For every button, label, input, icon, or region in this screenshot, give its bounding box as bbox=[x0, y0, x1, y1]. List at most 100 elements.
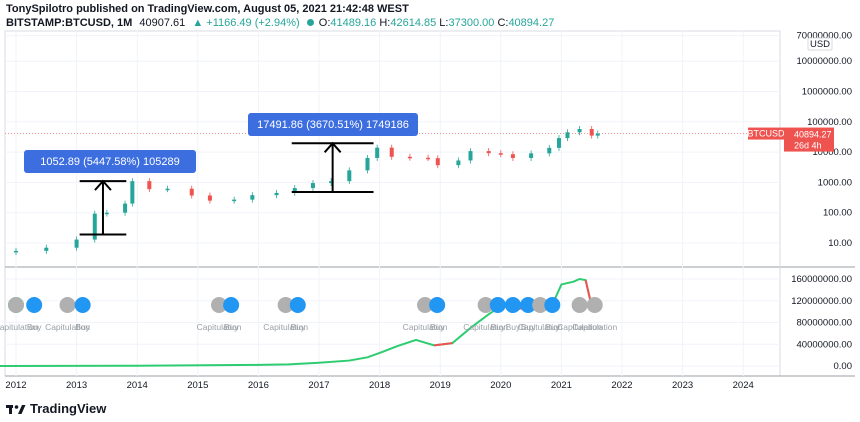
candle-body bbox=[207, 195, 212, 201]
time-tick-label: 2020 bbox=[490, 380, 511, 391]
measure-arrow-icon bbox=[94, 179, 112, 191]
buy-signal-marker bbox=[429, 297, 446, 313]
candle-body bbox=[250, 195, 255, 200]
annotation-1[interactable]: 1052.89 (5447.58%) 105289 bbox=[24, 150, 196, 173]
indicator-tick-label: 40000000.00 bbox=[797, 339, 852, 350]
currency-box[interactable] bbox=[807, 37, 833, 51]
price-tag-value-box bbox=[784, 127, 834, 152]
annotation-2-box[interactable] bbox=[248, 113, 418, 136]
time-tick-label: 2021 bbox=[551, 380, 572, 391]
buy-signal-marker bbox=[489, 297, 506, 313]
candle-body bbox=[510, 154, 515, 158]
buy-signal-label: Buy bbox=[75, 322, 90, 332]
capitulation-signal-label: Capitulation bbox=[518, 322, 563, 332]
candle-body bbox=[232, 199, 237, 202]
candle-body bbox=[577, 129, 582, 133]
candle-body bbox=[365, 157, 370, 171]
candle-body bbox=[274, 192, 279, 196]
annotation-1-box[interactable] bbox=[24, 150, 196, 173]
capitulation-signal-marker bbox=[59, 297, 76, 313]
indicator-tick-label: 160000000.00 bbox=[791, 274, 852, 285]
price-tag-symbol-box bbox=[748, 127, 784, 140]
indicator-tick-label: 80000000.00 bbox=[797, 318, 852, 329]
last-price-tag: BTCUSD 40894.27 26d 4h bbox=[747, 127, 834, 152]
measure-arrow-icon bbox=[323, 141, 342, 153]
low-value: 37300.00 bbox=[448, 17, 495, 29]
low-label: L: bbox=[439, 17, 449, 29]
tradingview-logo-icon bbox=[6, 404, 26, 414]
capitulation-signal-marker bbox=[571, 297, 588, 313]
capitulation-signal-label: Capitulation bbox=[557, 322, 602, 332]
candle-body bbox=[498, 153, 503, 155]
candle-body bbox=[14, 250, 18, 253]
price-tag-countdown: 26d 4h bbox=[794, 141, 822, 151]
annotation-2[interactable]: 17491.86 (3670.51%) 1749186 bbox=[248, 113, 418, 136]
indicator-line bbox=[0, 277, 599, 367]
candle-body bbox=[165, 188, 170, 191]
candle-body bbox=[456, 160, 461, 166]
symbol-name[interactable]: BITSTAMP:BTCUSD, 1M bbox=[6, 17, 133, 29]
annotation-1-text: 1052.89 (5447.58%) 105289 bbox=[40, 156, 179, 168]
capitulation-signal-label: Capitulation bbox=[263, 322, 308, 332]
buy-signal-marker bbox=[74, 297, 91, 313]
tradingview-logo[interactable]: TradingView bbox=[6, 401, 106, 416]
candle-body bbox=[595, 133, 600, 136]
buy-signal-label: Buy bbox=[521, 322, 536, 332]
buy-signal-label: Buy bbox=[545, 322, 560, 332]
logo-text: TradingView bbox=[30, 401, 107, 416]
buy-signal-marker bbox=[289, 297, 306, 313]
candle-body bbox=[468, 151, 473, 161]
capitulation-signal-marker bbox=[586, 297, 603, 313]
candle-body bbox=[189, 188, 194, 196]
buy-signal-label: Buy bbox=[430, 322, 445, 332]
buy-signal-marker bbox=[26, 297, 43, 313]
time-tick-label: 2022 bbox=[611, 380, 632, 391]
high-label: H: bbox=[379, 17, 391, 29]
price-tag-value: 40894.27 bbox=[794, 130, 832, 140]
capitulation-signal-label: Capitulation bbox=[0, 322, 39, 332]
publisher-text: TonySpilotro published on TradingView.co… bbox=[6, 3, 409, 15]
publisher-line: TonySpilotro published on TradingView.co… bbox=[6, 3, 409, 15]
candle-body bbox=[435, 158, 440, 166]
candle-body bbox=[310, 183, 315, 189]
price-tick-label: 10000.00 bbox=[812, 147, 852, 158]
indicator-tick-label: 120000000.00 bbox=[791, 296, 852, 307]
candle-body bbox=[292, 188, 297, 193]
symbol-legend[interactable]: BITSTAMP:BTCUSD, 1M 40907.61 ▲ +1166.49 … bbox=[6, 17, 554, 29]
candle-body bbox=[147, 181, 152, 190]
buy-signal-label: Buy bbox=[490, 322, 505, 332]
candle-body bbox=[44, 247, 49, 251]
status-dot-icon bbox=[306, 19, 314, 26]
candle-body bbox=[556, 138, 561, 148]
time-tick-label: 2016 bbox=[248, 380, 269, 391]
candle-body bbox=[123, 203, 128, 213]
price-tick-label: 1000.00 bbox=[818, 177, 852, 188]
candle-body bbox=[426, 157, 431, 160]
capitulation-signal-marker bbox=[417, 297, 434, 313]
price-tick-label: 10000000.00 bbox=[797, 56, 852, 67]
buy-signal-label: Buy bbox=[290, 322, 305, 332]
candle-body bbox=[486, 151, 491, 154]
time-tick-label: 2019 bbox=[430, 380, 451, 391]
capitulation-signal-marker bbox=[211, 297, 228, 313]
capitulation-signal-label: Capitulation bbox=[197, 322, 242, 332]
price-change: +1166.49 (+2.94%) bbox=[206, 17, 300, 29]
price-tick-label: 10.00 bbox=[828, 238, 852, 249]
price-tick-label: 1000000.00 bbox=[802, 87, 852, 98]
high-value: 42614.85 bbox=[390, 17, 437, 29]
capitulation-signal-marker bbox=[477, 297, 494, 313]
time-tick-label: 2018 bbox=[369, 380, 390, 391]
time-tick-label: 2012 bbox=[5, 380, 26, 391]
candle-body bbox=[329, 181, 334, 184]
up-arrow-icon: ▲ bbox=[192, 17, 204, 29]
candle-body bbox=[74, 239, 79, 248]
time-tick-label: 2017 bbox=[308, 380, 329, 391]
annotation-2-text: 17491.86 (3670.51%) 1749186 bbox=[257, 119, 409, 131]
price-tick-label: 70000000.00 bbox=[797, 31, 852, 42]
buy-signal-marker bbox=[223, 297, 240, 313]
last-price: 40907.61 bbox=[139, 17, 186, 29]
open-label: O: bbox=[318, 17, 331, 29]
buy-signal-marker bbox=[544, 297, 561, 313]
indicator-pane[interactable] bbox=[4, 266, 781, 377]
